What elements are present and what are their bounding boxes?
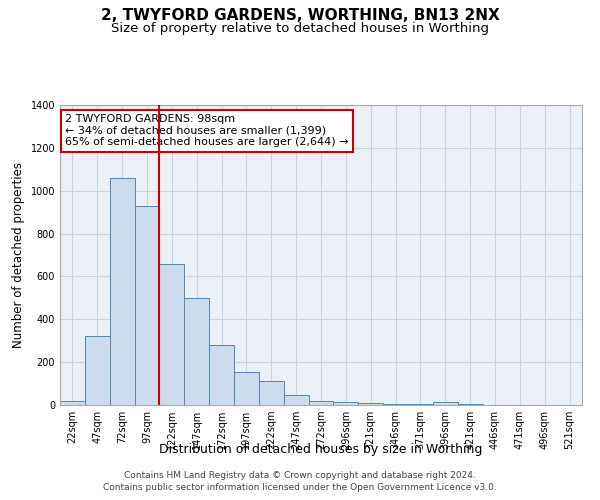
Bar bbox=[85, 336, 110, 405]
Bar bbox=[284, 396, 308, 405]
Bar bbox=[408, 404, 433, 405]
Bar bbox=[110, 178, 134, 405]
Bar bbox=[259, 382, 284, 405]
Bar bbox=[308, 400, 334, 405]
Text: Contains public sector information licensed under the Open Government Licence v3: Contains public sector information licen… bbox=[103, 484, 497, 492]
Bar bbox=[134, 206, 160, 405]
Bar bbox=[358, 403, 383, 405]
Text: 2, TWYFORD GARDENS, WORTHING, BN13 2NX: 2, TWYFORD GARDENS, WORTHING, BN13 2NX bbox=[101, 8, 499, 22]
Text: Size of property relative to detached houses in Worthing: Size of property relative to detached ho… bbox=[111, 22, 489, 35]
Y-axis label: Number of detached properties: Number of detached properties bbox=[12, 162, 25, 348]
Bar bbox=[184, 298, 209, 405]
Bar bbox=[209, 345, 234, 405]
Text: 2 TWYFORD GARDENS: 98sqm
← 34% of detached houses are smaller (1,399)
65% of sem: 2 TWYFORD GARDENS: 98sqm ← 34% of detach… bbox=[65, 114, 349, 147]
Text: Distribution of detached houses by size in Worthing: Distribution of detached houses by size … bbox=[160, 442, 482, 456]
Bar bbox=[383, 404, 408, 405]
Bar bbox=[160, 264, 184, 405]
Bar bbox=[234, 372, 259, 405]
Text: Contains HM Land Registry data © Crown copyright and database right 2024.: Contains HM Land Registry data © Crown c… bbox=[124, 471, 476, 480]
Bar bbox=[433, 402, 458, 405]
Bar bbox=[60, 400, 85, 405]
Bar bbox=[334, 402, 358, 405]
Bar bbox=[458, 404, 482, 405]
